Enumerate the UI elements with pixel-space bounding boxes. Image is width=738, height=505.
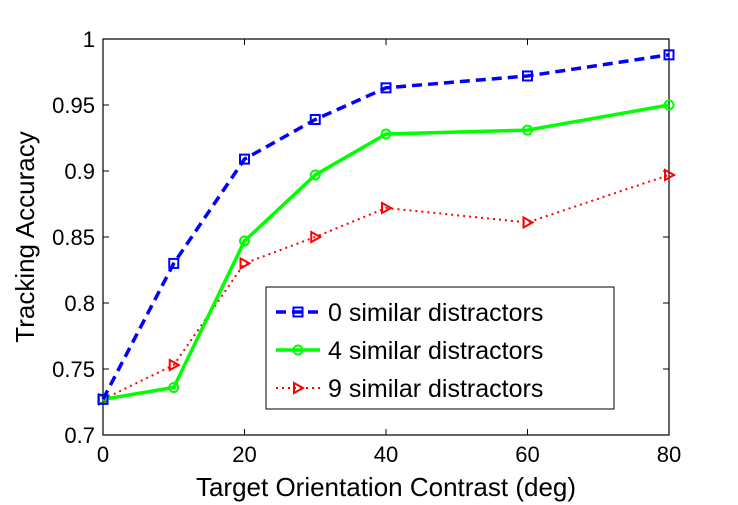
data-point — [380, 82, 392, 94]
data-point — [664, 168, 677, 182]
data-point — [292, 306, 304, 318]
data-point — [239, 153, 250, 165]
data-point — [381, 201, 394, 215]
data-point — [292, 344, 304, 356]
axis-ticks: 0 20 40 60 80 0.7 0.75 0.8 0.85 0.9 0.95 1 — [52, 27, 681, 467]
x-tick-label: 80 — [657, 442, 681, 467]
legend-label: 9 similar distractors — [328, 375, 543, 403]
data-point — [239, 256, 252, 271]
data-point — [309, 169, 321, 181]
x-tick-label: 0 — [97, 442, 109, 467]
series-0-similar-distractors — [97, 49, 675, 405]
y-tick-label: 0.75 — [52, 357, 95, 382]
data-point — [309, 114, 321, 126]
data-point — [310, 230, 323, 244]
data-point — [97, 393, 109, 405]
data-point — [239, 235, 250, 247]
data-point — [663, 99, 675, 111]
legend-label: 4 similar distractors — [328, 337, 543, 365]
data-point — [522, 215, 535, 230]
y-axis-label: Tracking Accuracy — [10, 131, 40, 342]
y-tick-label: 0.85 — [52, 225, 95, 250]
legend-box — [265, 286, 615, 410]
series-layer — [97, 49, 677, 407]
data-point — [522, 70, 533, 82]
series-line — [101, 53, 670, 401]
y-tick-label: 0.9 — [64, 159, 95, 184]
legend-label: 0 similar distractors — [328, 299, 543, 327]
y-tick-label: 0.8 — [64, 291, 95, 316]
y-tick-label: 0.7 — [64, 423, 95, 448]
y-tick-label: 0.95 — [52, 93, 95, 118]
data-point — [293, 381, 306, 395]
data-point — [522, 124, 533, 136]
data-point — [168, 257, 180, 269]
x-tick-label: 20 — [232, 442, 256, 467]
data-point — [380, 128, 392, 140]
series-line — [102, 174, 670, 401]
legend: 0 similar distractors 4 similar distracto… — [265, 286, 615, 410]
x-tick-label: 40 — [374, 442, 398, 467]
series-line — [102, 103, 670, 402]
data-point — [168, 381, 180, 393]
x-tick-label: 60 — [515, 442, 539, 467]
data-point — [663, 49, 675, 61]
data-point — [168, 358, 181, 372]
y-tick-label: 1 — [83, 27, 95, 52]
x-axis-label: Target Orientation Contrast (deg) — [196, 472, 576, 502]
